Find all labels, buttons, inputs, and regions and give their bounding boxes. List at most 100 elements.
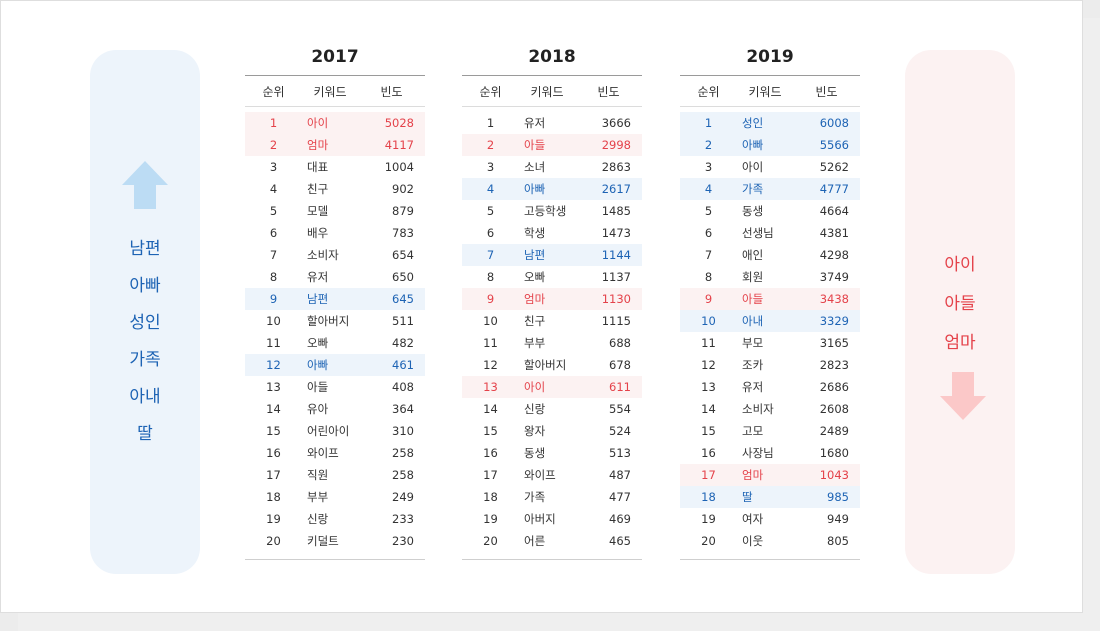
table-row: 2 아들 2998 xyxy=(462,134,642,156)
table-row: 12 조카 2823 xyxy=(680,354,860,376)
frequency-cell: 1043 xyxy=(819,468,849,482)
table-row: 6 배우 783 xyxy=(245,222,425,244)
keyword-cell: 대표 xyxy=(307,160,329,174)
table-row: 10 아내 3329 xyxy=(680,310,860,332)
keyword-cell: 모델 xyxy=(307,204,329,218)
rank-cell: 9 xyxy=(269,292,278,306)
table-row: 4 가족 4777 xyxy=(680,178,860,200)
frequency-cell: 3749 xyxy=(819,270,849,284)
table-row: 14 신랑 554 xyxy=(462,398,642,420)
falling-keyword: 아이 xyxy=(944,255,976,275)
header-rank: 순위 xyxy=(697,84,720,99)
keyword-cell: 아이 xyxy=(307,116,329,130)
header-rank: 순위 xyxy=(479,84,502,99)
table-row: 18 딸 985 xyxy=(680,486,860,508)
rank-cell: 18 xyxy=(483,490,498,504)
table-row: 6 선생님 4381 xyxy=(680,222,860,244)
keyword-cell: 성인 xyxy=(742,116,764,130)
frequency-cell: 645 xyxy=(392,292,414,306)
keyword-cell: 아들 xyxy=(307,380,329,394)
table-row: 8 오빠 1137 xyxy=(462,266,642,288)
keyword-cell: 남편 xyxy=(307,292,329,306)
frequency-cell: 1144 xyxy=(601,248,631,262)
frequency-cell: 2998 xyxy=(601,138,631,152)
keyword-cell: 소녀 xyxy=(524,160,546,174)
rank-cell: 17 xyxy=(701,468,716,482)
rank-cell: 17 xyxy=(483,468,498,482)
rank-cell: 11 xyxy=(701,336,716,350)
table-row: 7 애인 4298 xyxy=(680,244,860,266)
keyword-cell: 동생 xyxy=(524,446,546,460)
table-row: 2 엄마 4117 xyxy=(245,134,425,156)
keyword-cell: 신랑 xyxy=(307,512,329,526)
rank-cell: 10 xyxy=(483,314,498,328)
rank-cell: 15 xyxy=(701,424,716,438)
rising-keyword-list: 남편 아빠 성인 가족 아내 딸 xyxy=(90,231,200,453)
table-row: 9 엄마 1130 xyxy=(462,288,642,310)
header-frequency: 빈도 xyxy=(815,84,838,99)
table-row: 1 성인 6008 xyxy=(680,112,860,134)
keyword-cell: 이웃 xyxy=(742,534,764,548)
frequency-cell: 1130 xyxy=(601,292,631,306)
rising-keyword: 남편 xyxy=(129,239,161,259)
table-row: 1 유저 3666 xyxy=(462,112,642,134)
frequency-cell: 4381 xyxy=(819,226,849,240)
table-row: 12 아빠 461 xyxy=(245,354,425,376)
table-2018: 2018 순위 키워드 빈도 1 유저 3666 2 아들 2998 3 소녀 2863 4 아빠 2617 5… xyxy=(462,43,642,560)
rank-cell: 3 xyxy=(486,160,495,174)
table-row: 5 고등학생 1485 xyxy=(462,200,642,222)
frequency-cell: 2489 xyxy=(819,424,849,438)
frequency-cell: 5028 xyxy=(384,116,414,130)
rank-cell: 13 xyxy=(483,380,498,394)
keyword-cell: 와이프 xyxy=(307,446,339,460)
frequency-cell: 1004 xyxy=(384,160,414,174)
rank-cell: 9 xyxy=(704,292,713,306)
frequency-cell: 4664 xyxy=(819,204,849,218)
header-keyword: 키워드 xyxy=(748,84,782,99)
frequency-cell: 2863 xyxy=(601,160,631,174)
keyword-cell: 유아 xyxy=(307,402,329,416)
rank-cell: 18 xyxy=(266,490,281,504)
table-body: 1 성인 6008 2 아빠 5566 3 아이 5262 4 가족 4777 5 동생 4664 6 선생님 4… xyxy=(680,107,860,560)
table-row: 19 신랑 233 xyxy=(245,508,425,530)
rising-keyword: 딸 xyxy=(137,424,153,444)
frequency-cell: 3165 xyxy=(819,336,849,350)
rank-cell: 2 xyxy=(704,138,713,152)
frequency-cell: 1115 xyxy=(601,314,631,328)
frequency-cell: 482 xyxy=(392,336,414,350)
keyword-cell: 왕자 xyxy=(524,424,546,438)
keyword-cell: 동생 xyxy=(742,204,764,218)
keyword-cell: 부부 xyxy=(524,336,546,350)
keyword-cell: 할아버지 xyxy=(307,314,350,328)
rank-cell: 19 xyxy=(483,512,498,526)
rank-cell: 12 xyxy=(266,358,281,372)
frequency-cell: 879 xyxy=(392,204,414,218)
keyword-cell: 애인 xyxy=(742,248,764,262)
rank-cell: 19 xyxy=(701,512,716,526)
frequency-cell: 783 xyxy=(392,226,414,240)
frequency-cell: 650 xyxy=(392,270,414,284)
rank-cell: 6 xyxy=(704,226,713,240)
rank-cell: 9 xyxy=(486,292,495,306)
rank-cell: 4 xyxy=(486,182,495,196)
keyword-cell: 회원 xyxy=(742,270,764,284)
frequency-cell: 513 xyxy=(609,446,631,460)
table-2019: 2019 순위 키워드 빈도 1 성인 6008 2 아빠 5566 3 아이 5262 4 가족 4777 5… xyxy=(680,43,860,560)
frequency-cell: 1680 xyxy=(819,446,849,460)
frequency-cell: 654 xyxy=(392,248,414,262)
table-row: 13 아이 611 xyxy=(462,376,642,398)
rank-cell: 7 xyxy=(486,248,495,262)
keyword-cell: 배우 xyxy=(307,226,329,240)
keyword-cell: 학생 xyxy=(524,226,546,240)
keyword-cell: 어린아이 xyxy=(307,424,350,438)
rank-cell: 20 xyxy=(701,534,716,548)
table-row: 15 왕자 524 xyxy=(462,420,642,442)
keyword-cell: 유저 xyxy=(742,380,764,394)
keyword-cell: 조카 xyxy=(742,358,764,372)
rank-cell: 3 xyxy=(269,160,278,174)
rank-cell: 13 xyxy=(266,380,281,394)
table-row: 12 할아버지 678 xyxy=(462,354,642,376)
header-keyword: 키워드 xyxy=(313,84,347,99)
rank-cell: 6 xyxy=(269,226,278,240)
table-row: 16 동생 513 xyxy=(462,442,642,464)
